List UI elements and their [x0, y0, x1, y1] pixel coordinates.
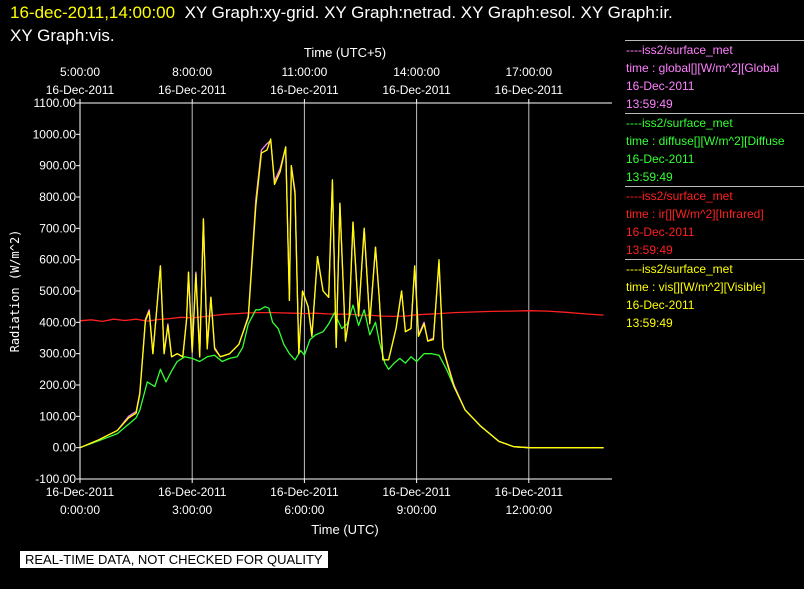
top-axis-title: Time (UTC+5): [304, 45, 386, 60]
top-tick-time-label: 17:00:00: [505, 65, 552, 79]
plot-area: [79, 138, 604, 449]
legend-date: 16-Dec-2011: [626, 152, 695, 166]
x-tick-date-label: 16-Dec-2011: [270, 485, 339, 499]
y-tick-label: 1100.00: [34, 96, 77, 110]
y-tick-label: 0.00: [53, 441, 77, 455]
top-tick-date-label: 16-Dec-2011: [382, 83, 451, 97]
y-tick-label: 500.00: [39, 284, 76, 298]
x-tick-date-label: 16-Dec-2011: [158, 485, 227, 499]
x-tick-time-label: 12:00:00: [505, 503, 552, 517]
series-line-vis: [79, 138, 604, 449]
y-tick-label: -100.00: [35, 472, 76, 486]
legend-variable: time : global[][W/m^2][Global: [626, 61, 780, 75]
y-tick-label: 400.00: [39, 315, 76, 329]
x-tick-time-label: 0:00:00: [60, 503, 100, 517]
legend-time: 13:59:49: [626, 316, 673, 330]
top-tick-time-label: 14:00:00: [393, 65, 440, 79]
top-tick-date-label: 16-Dec-2011: [495, 83, 564, 97]
legend-date: 16-Dec-2011: [626, 79, 695, 93]
legend-source: ----iss2/surface_met: [626, 116, 733, 130]
legend-date: 16-Dec-2011: [626, 298, 695, 312]
x-tick-time-label: 6:00:00: [284, 503, 324, 517]
y-tick-label: 100.00: [39, 409, 76, 423]
legend-variable: time : ir[][W/m^2][Infrared]: [626, 207, 764, 221]
quality-notice: REAL-TIME DATA, NOT CHECKED FOR QUALITY: [20, 551, 328, 568]
top-tick-time-label: 5:00:00: [60, 65, 100, 79]
legend-entry-visible: ----iss2/surface_met time : vis[][W/m^2]…: [625, 260, 804, 332]
legend-source: ----iss2/surface_met: [626, 262, 733, 276]
x-tick-time-label: 9:00:00: [397, 503, 437, 517]
title-timestamp: 16-dec-2011,14:00:00: [10, 3, 176, 22]
x-tick-date-label: 16-Dec-2011: [382, 485, 451, 499]
top-tick-time-label: 11:00:00: [281, 65, 327, 79]
legend-source: ----iss2/surface_met: [626, 189, 733, 203]
legend-time: 13:59:49: [626, 243, 673, 257]
top-tick-date-label: 16-Dec-2011: [46, 83, 115, 97]
series-line-diffuse: [79, 304, 604, 449]
y-tick-label: 200.00: [39, 378, 76, 392]
legend-entry-diffuse: ----iss2/surface_met time : diffuse[][W/…: [625, 114, 804, 186]
x-axis-label: Time (UTC): [311, 522, 378, 537]
y-tick-label: 600.00: [39, 253, 76, 267]
top-tick-time-label: 8:00:00: [172, 65, 212, 79]
legend-separator: [625, 186, 804, 187]
grid-lines: [191, 103, 530, 479]
legend: ----iss2/surface_met time : global[][W/m…: [625, 0, 804, 332]
legend-variable: time : vis[][W/m^2][Visible]: [626, 280, 766, 294]
legend-date: 16-Dec-2011: [626, 225, 695, 239]
top-tick-date-label: 16-Dec-2011: [270, 83, 339, 97]
y-tick-label: 800.00: [39, 190, 76, 204]
axes: 1100.00 1000.00 900.00 800.00 700.00 600.00 50…: [8, 45, 612, 537]
legend-time: 13:59:49: [626, 97, 673, 111]
series-line-ir: [79, 310, 604, 323]
legend-separator: [625, 40, 804, 41]
y-axis-label: Radiation (W/m^2): [8, 230, 22, 353]
legend-separator: [625, 259, 804, 260]
x-tick-time-label: 3:00:00: [172, 503, 212, 517]
legend-variable: time : diffuse[][W/m^2][Diffuse: [626, 134, 785, 148]
title-graph-list: XY Graph:xy-grid. XY Graph:netrad. XY Gr…: [184, 3, 673, 22]
y-tick-label: 1000.00: [33, 127, 77, 141]
legend-separator: [625, 113, 804, 114]
legend-entry-global: ----iss2/surface_met time : global[][W/m…: [625, 41, 804, 113]
y-tick-label: 700.00: [39, 221, 76, 235]
graph-title-line-1: 16-dec-2011,14:00:00 XY Graph:xy-grid. X…: [10, 2, 673, 23]
y-tick-label: 900.00: [39, 159, 76, 173]
y-tick-label: 300.00: [39, 347, 76, 361]
legend-entry-infrared: ----iss2/surface_met time : ir[][W/m^2][…: [625, 187, 804, 259]
legend-time: 13:59:49: [626, 170, 673, 184]
graph-title-line-2: XY Graph:vis.: [10, 26, 115, 45]
legend-source: ----iss2/surface_met: [626, 43, 733, 57]
x-tick-date-label: 16-Dec-2011: [46, 485, 115, 499]
x-tick-date-label: 16-Dec-2011: [495, 485, 564, 499]
top-tick-date-label: 16-Dec-2011: [158, 83, 227, 97]
